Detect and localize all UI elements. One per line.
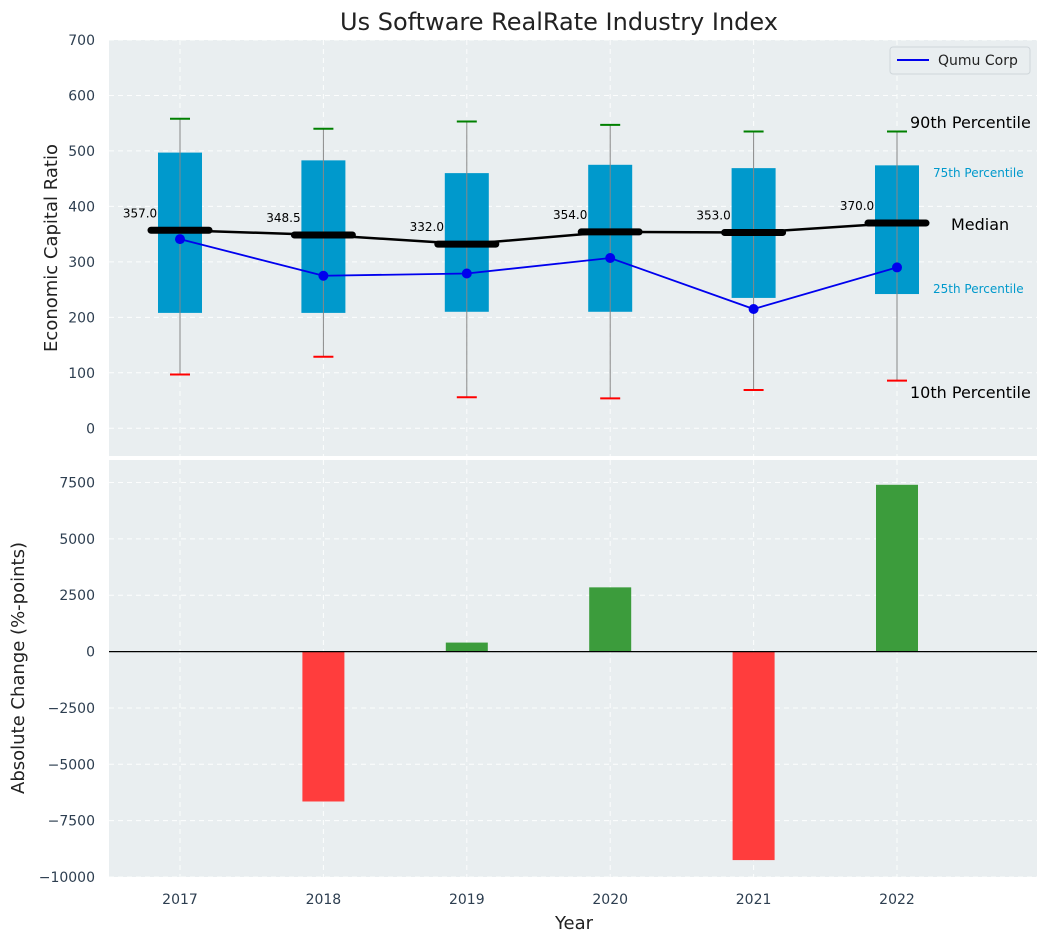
series-point-2019 bbox=[461, 268, 472, 279]
top-y-axis-label: Economic Capital Ratio bbox=[41, 144, 62, 352]
legend-label-qumu: Qumu Corp bbox=[938, 53, 1018, 69]
annotation-75th-percentile: 75th Percentile bbox=[933, 166, 1024, 180]
x-axis-label: Year bbox=[554, 913, 594, 934]
y-tick-label: 700 bbox=[68, 33, 95, 49]
x-tick-label-2020: 2020 bbox=[592, 892, 628, 908]
x-tick-label-2021: 2021 bbox=[736, 892, 772, 908]
y-tick-label: 200 bbox=[68, 310, 95, 326]
bottom-y-ticks: −10000 −7500 −5000 −2500 0 2500 5000 7500 bbox=[39, 476, 95, 886]
chart-title: Us Software RealRate Industry Index bbox=[340, 8, 778, 36]
median-label-2019: 332.0 bbox=[410, 220, 444, 234]
x-tick-label-2018: 2018 bbox=[306, 892, 342, 908]
y-tick-label: 100 bbox=[68, 366, 95, 382]
y-tick-label: 400 bbox=[68, 199, 95, 215]
y-tick-label: −2500 bbox=[48, 701, 95, 717]
top-y-ticks: 0 100 200 300 400 500 600 700 bbox=[68, 33, 95, 437]
y-tick-label: 0 bbox=[86, 645, 95, 661]
annotation-median: Median bbox=[951, 215, 1009, 234]
annotation-90th-percentile: 90th Percentile bbox=[910, 113, 1031, 132]
y-tick-label: 0 bbox=[86, 421, 95, 437]
change-bar-2022 bbox=[876, 484, 918, 652]
series-point-2018 bbox=[318, 270, 329, 281]
median-label-2018: 348.5 bbox=[266, 211, 300, 225]
y-tick-label: −5000 bbox=[48, 757, 95, 773]
legend-box bbox=[889, 46, 1031, 75]
x-tick-label-2017: 2017 bbox=[162, 892, 198, 908]
change-bar-2020 bbox=[589, 587, 632, 652]
series-point-2021 bbox=[748, 304, 759, 315]
annotation-10th-percentile: 10th Percentile bbox=[910, 383, 1031, 402]
median-label-2020: 354.0 bbox=[553, 208, 587, 222]
y-tick-label: −7500 bbox=[48, 814, 95, 830]
x-tick-label-2019: 2019 bbox=[449, 892, 485, 908]
y-tick-label: 300 bbox=[68, 255, 95, 271]
y-tick-label: 600 bbox=[68, 88, 95, 104]
top-marks: 357.0 348.5 332.0 354.0 353.0 370.0 bbox=[123, 117, 930, 400]
bottom-marks bbox=[109, 484, 1037, 861]
series-line-qumu bbox=[179, 238, 898, 310]
x-ticks: 2017 2018 2019 2020 2021 2022 bbox=[162, 892, 915, 908]
median-label-2017: 357.0 bbox=[123, 206, 157, 220]
y-tick-label: 500 bbox=[68, 144, 95, 160]
change-bar-2021 bbox=[732, 651, 775, 861]
series-point-2017 bbox=[175, 234, 185, 245]
y-tick-label: 7500 bbox=[59, 476, 95, 492]
y-tick-label: 5000 bbox=[59, 532, 95, 548]
median-label-2021: 353.0 bbox=[696, 208, 730, 222]
legend: Qumu Corp bbox=[889, 46, 1031, 75]
median-label-2022: 370.0 bbox=[840, 199, 874, 213]
y-tick-label: −10000 bbox=[39, 870, 95, 886]
series-point-2022 bbox=[892, 262, 902, 273]
change-bar-2019 bbox=[445, 642, 488, 652]
change-bar-2018 bbox=[302, 651, 345, 802]
annotation-25th-percentile: 25th Percentile bbox=[933, 282, 1024, 296]
y-tick-label: 2500 bbox=[59, 588, 95, 604]
bottom-y-axis-label: Absolute Change (%-points) bbox=[8, 542, 29, 794]
x-tick-label-2022: 2022 bbox=[879, 892, 915, 908]
series-point-2020 bbox=[605, 252, 616, 263]
